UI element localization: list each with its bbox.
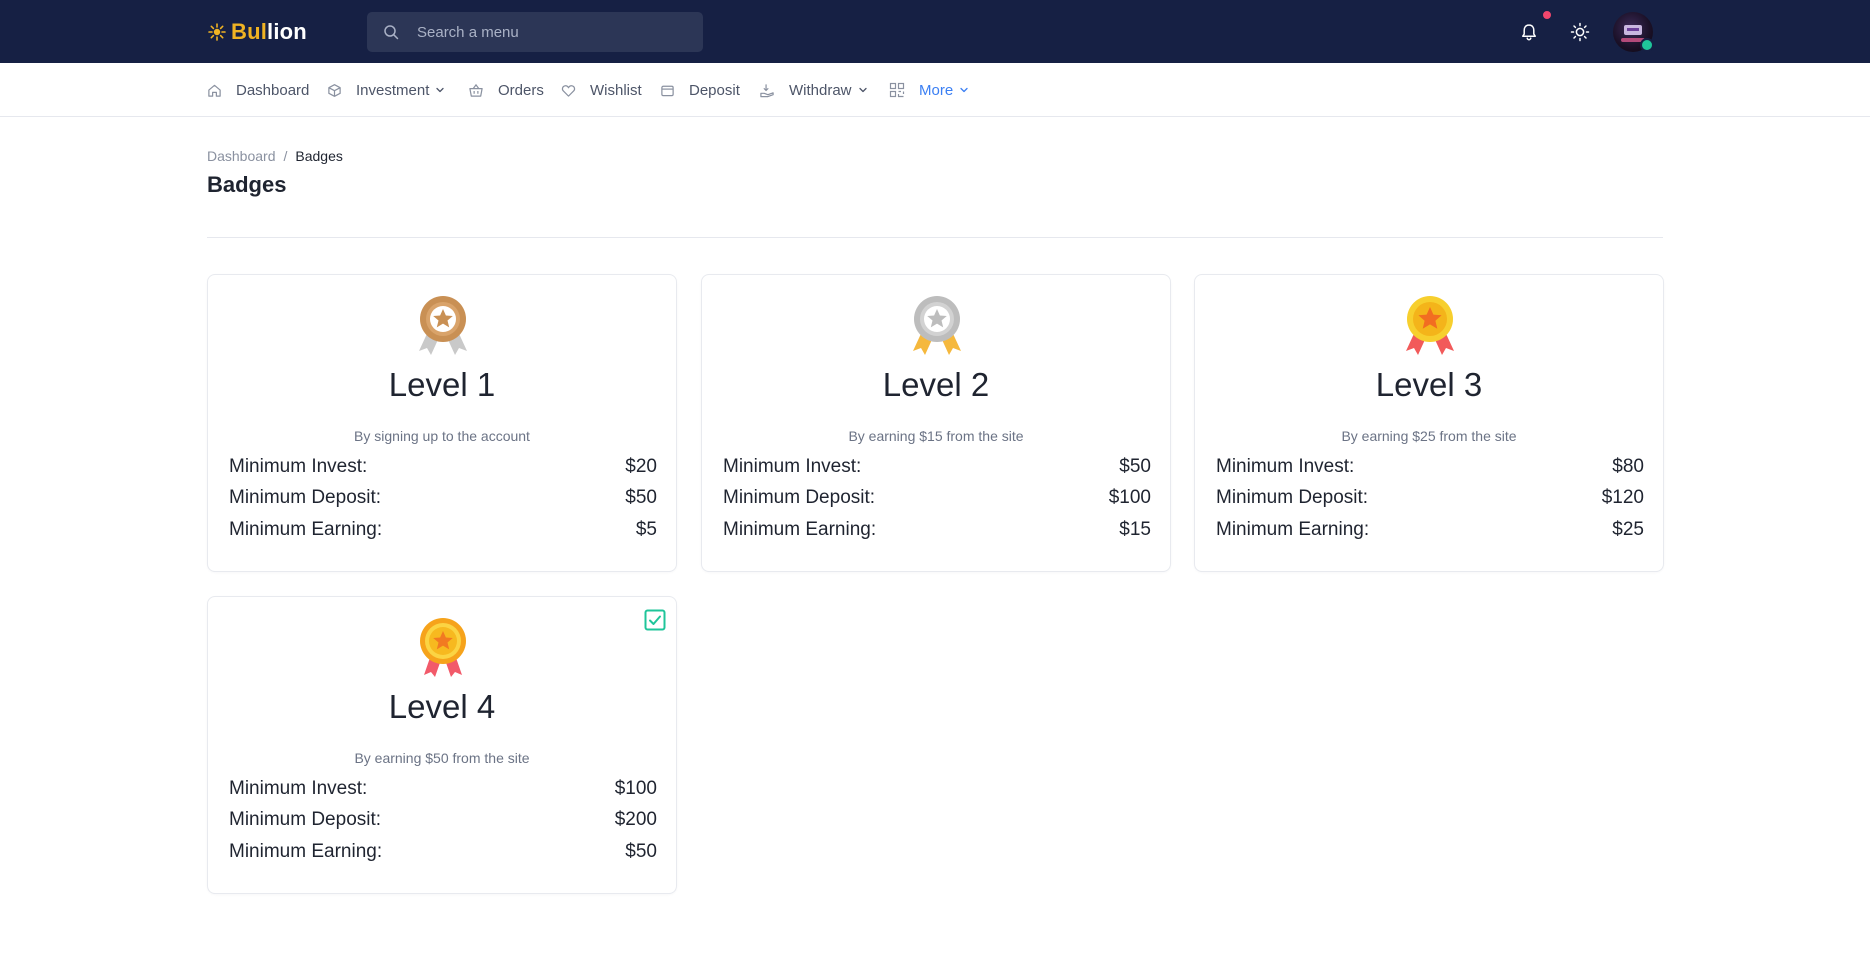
badge-card-level-3: Level 3 By earning $25 from the site Min… xyxy=(1194,274,1664,572)
min-earning-label: Minimum Earning: xyxy=(229,519,383,540)
grid-icon xyxy=(889,82,905,98)
theme-toggle-icon[interactable] xyxy=(1569,21,1591,43)
min-invest-row: Minimum Invest: $80 xyxy=(1216,456,1644,478)
online-status-badge xyxy=(1640,38,1654,52)
min-earning-value: $15 xyxy=(1119,519,1151,540)
badge-card-level-1: Level 1 By signing up to the account Min… xyxy=(207,274,677,572)
nav-label: Dashboard xyxy=(236,81,310,99)
nav-item-dashboard[interactable]: Dashboard xyxy=(207,80,309,100)
min-earning-label: Minimum Earning: xyxy=(229,841,383,862)
nav-label: Orders xyxy=(498,81,544,99)
min-invest-value: $50 xyxy=(1119,456,1151,477)
breadcrumb: Dashboard / Badges xyxy=(207,148,343,164)
breadcrumb-separator: / xyxy=(283,148,288,164)
min-invest-label: Minimum Invest: xyxy=(229,456,368,477)
chevron-down-icon xyxy=(858,87,867,93)
logo-text-part1: Bul xyxy=(231,19,268,44)
nav-item-deposit[interactable]: Deposit xyxy=(660,80,740,100)
badge-level-title: Level 4 xyxy=(388,688,496,725)
achieved-check-icon xyxy=(644,609,666,631)
min-deposit-value: $200 xyxy=(614,809,657,830)
min-invest-row: Minimum Invest: $100 xyxy=(229,778,657,800)
badge-card-level-4: Level 4 By earning $50 from the site Min… xyxy=(207,596,677,894)
search-icon xyxy=(384,25,399,40)
avatar-image-part xyxy=(1627,28,1639,31)
logo-text: Bullion xyxy=(231,19,307,45)
min-earning-value: $5 xyxy=(635,519,657,540)
min-deposit-label: Minimum Deposit: xyxy=(1216,487,1369,508)
breadcrumb-current: Badges xyxy=(295,148,343,164)
min-earning-row: Minimum Earning: $5 xyxy=(229,519,657,541)
page-title: Badges xyxy=(207,172,287,197)
badge-description: By earning $25 from the site xyxy=(1341,428,1517,444)
badge-level-title: Level 1 xyxy=(388,366,496,403)
home-icon xyxy=(208,84,221,97)
logo[interactable]: Bullion xyxy=(207,18,307,46)
cube-icon xyxy=(328,83,341,97)
search-box xyxy=(367,12,703,52)
min-deposit-value: $50 xyxy=(625,487,657,508)
min-earning-row: Minimum Earning: $50 xyxy=(229,841,657,863)
gold-medal-icon xyxy=(1406,296,1454,355)
min-earning-row: Minimum Earning: $15 xyxy=(723,519,1151,541)
min-earning-value: $50 xyxy=(625,841,657,862)
min-invest-value: $100 xyxy=(614,778,657,799)
min-invest-value: $80 xyxy=(1612,456,1644,477)
hand-cash-icon xyxy=(760,83,774,97)
chevron-down-icon xyxy=(960,87,968,93)
min-invest-row: Minimum Invest: $50 xyxy=(723,456,1151,478)
min-invest-row: Minimum Invest: $20 xyxy=(229,456,657,478)
nav-label: Deposit xyxy=(689,81,740,99)
min-deposit-label: Minimum Deposit: xyxy=(229,809,382,830)
badge-description: By earning $50 from the site xyxy=(354,750,530,766)
min-deposit-label: Minimum Deposit: xyxy=(229,487,382,508)
min-deposit-row: Minimum Deposit: $50 xyxy=(229,487,657,509)
nav-label: More xyxy=(919,81,954,99)
nav-item-more[interactable]: More xyxy=(889,80,969,100)
min-deposit-row: Minimum Deposit: $200 xyxy=(229,809,657,831)
gold-medal-icon xyxy=(420,618,466,677)
nav-label: Wishlist xyxy=(590,81,642,99)
basket-icon xyxy=(469,83,483,97)
wallet-icon xyxy=(661,85,674,96)
logo-icon xyxy=(208,23,226,41)
min-invest-value: $20 xyxy=(625,456,657,477)
divider xyxy=(207,237,1663,238)
min-earning-row: Minimum Earning: $25 xyxy=(1216,519,1644,541)
badge-description: By signing up to the account xyxy=(354,428,530,444)
min-earning-label: Minimum Earning: xyxy=(723,519,877,540)
notification-badge xyxy=(1541,9,1553,21)
badge-description: By earning $15 from the site xyxy=(848,428,1024,444)
badge-level-title: Level 2 xyxy=(882,366,990,403)
chevron-down-icon xyxy=(436,87,445,93)
bronze-medal-icon xyxy=(419,296,467,355)
min-deposit-label: Minimum Deposit: xyxy=(723,487,876,508)
nav-item-orders[interactable]: Orders xyxy=(468,80,544,100)
nav-item-wishlist[interactable]: Wishlist xyxy=(561,80,642,100)
nav-label: Investment xyxy=(356,81,430,99)
min-earning-value: $25 xyxy=(1612,519,1644,540)
breadcrumb-link-dashboard[interactable]: Dashboard xyxy=(207,148,276,164)
min-invest-label: Minimum Invest: xyxy=(1216,456,1355,477)
badge-level-title: Level 3 xyxy=(1375,366,1483,403)
bell-icon[interactable] xyxy=(1519,22,1539,42)
avatar-image-part xyxy=(1621,38,1645,42)
nav-item-investment[interactable]: Investment xyxy=(327,80,445,100)
nav-item-withdraw[interactable]: Withdraw xyxy=(759,80,868,100)
main-nav: Dashboard Investment Orders Wishlist Dep… xyxy=(0,63,1870,117)
min-deposit-row: Minimum Deposit: $120 xyxy=(1216,487,1644,509)
min-earning-label: Minimum Earning: xyxy=(1216,519,1370,540)
min-invest-label: Minimum Invest: xyxy=(723,456,862,477)
logo-text-part2: lion xyxy=(267,19,307,44)
min-invest-label: Minimum Invest: xyxy=(229,778,368,799)
search-input[interactable] xyxy=(417,12,697,52)
top-bar: Bullion xyxy=(0,0,1870,63)
heart-icon xyxy=(561,84,576,97)
min-deposit-row: Minimum Deposit: $100 xyxy=(723,487,1151,509)
nav-label: Withdraw xyxy=(789,81,852,99)
min-deposit-value: $120 xyxy=(1601,487,1644,508)
badge-card-level-2: Level 2 By earning $15 from the site Min… xyxy=(701,274,1171,572)
silver-medal-icon xyxy=(913,296,961,355)
min-deposit-value: $100 xyxy=(1108,487,1151,508)
